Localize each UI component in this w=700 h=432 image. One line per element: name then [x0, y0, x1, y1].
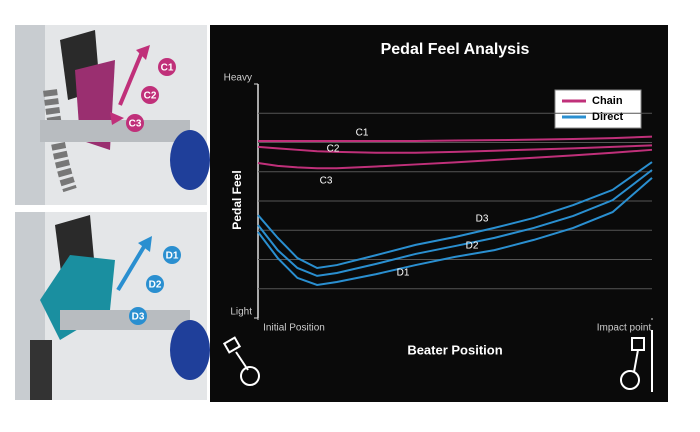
- chain-photo: [15, 25, 210, 205]
- line: [257, 169, 653, 277]
- line: [257, 161, 653, 270]
- photo-badge: [129, 307, 147, 325]
- line-label: D2: [466, 241, 479, 252]
- x-tick-label: Impact point: [597, 323, 652, 334]
- photo-label: D1: [166, 251, 179, 262]
- line-label: C3: [320, 176, 333, 187]
- x-axis-label: Beater Position: [407, 342, 502, 357]
- photo-label: C2: [144, 91, 157, 102]
- y-tick-label: Light: [230, 307, 252, 318]
- photo-label: D3: [132, 312, 145, 323]
- impact-icon: [620, 330, 653, 392]
- initial-icon: [222, 336, 260, 386]
- photo-label: C1: [161, 63, 174, 74]
- arrow-head: [110, 112, 124, 125]
- photo-label: D2: [149, 280, 162, 291]
- photo-badge: [141, 86, 159, 104]
- photo-label: C3: [129, 119, 142, 130]
- axle: [60, 310, 190, 330]
- line-label: C2: [327, 144, 340, 155]
- y-axis-label: Pedal Feel: [230, 170, 244, 229]
- bearing: [170, 130, 210, 190]
- legend-label: Direct: [592, 111, 624, 123]
- line: [257, 148, 653, 170]
- arrow-head: [136, 45, 150, 60]
- line-label: D1: [397, 268, 410, 279]
- photo-badge: [163, 246, 181, 264]
- photo-badge: [158, 58, 176, 76]
- line-label: C1: [356, 128, 369, 139]
- x-tick-label: Initial Position: [263, 323, 325, 334]
- line: [257, 144, 653, 154]
- line: [257, 177, 653, 286]
- arrow-head: [138, 236, 152, 252]
- photo-badge: [126, 114, 144, 132]
- rod: [30, 340, 52, 400]
- axle: [40, 120, 190, 142]
- arrow: [118, 51, 144, 106]
- legend-label: Chain: [592, 95, 623, 107]
- legend: [554, 89, 642, 129]
- line: [258, 135, 653, 143]
- arrow: [116, 243, 147, 292]
- y-tick-label: Heavy: [224, 73, 252, 84]
- chain: [43, 89, 77, 193]
- chart-title: Pedal Feel Analysis: [381, 41, 530, 58]
- frame: [15, 25, 45, 205]
- photo-badge: [146, 275, 164, 293]
- chart-bg: [210, 25, 668, 402]
- bearing: [170, 320, 210, 380]
- direct-photo: [15, 212, 210, 400]
- direct-link: [40, 255, 115, 340]
- line-label: D3: [476, 214, 489, 225]
